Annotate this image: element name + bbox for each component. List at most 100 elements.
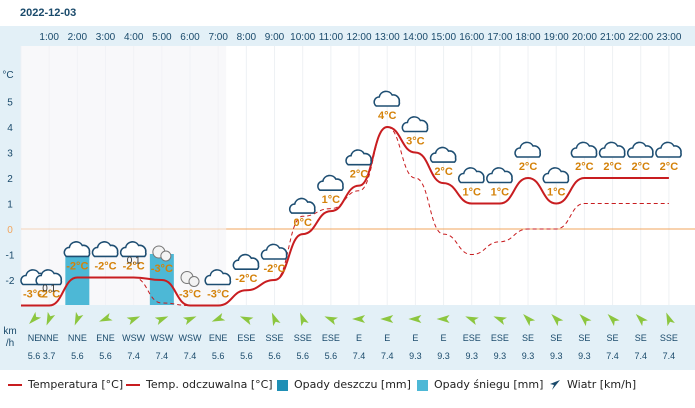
wind-speed-label: 5.6 [71, 351, 84, 361]
precip-label: 0.1 [127, 255, 141, 266]
hour-label: 5:00 [152, 32, 172, 43]
cloud-icon [288, 197, 316, 214]
y-tick-label: 1 [7, 200, 13, 211]
hour-label: 4:00 [124, 32, 144, 43]
legend: Temperatura [°C] Temp. odczuwalna [°C] O… [0, 372, 695, 400]
legend-wind: Wiatr [km/h] [549, 378, 636, 391]
temperature-label: 0°C [293, 217, 312, 229]
y-tick-label: 0 [7, 225, 13, 236]
cloud-icon [486, 167, 513, 184]
legend-feels-like: Temp. odczuwalna [°C] [126, 378, 273, 391]
hour-label: 12:00 [347, 32, 372, 43]
precip-label: 0.1 [42, 284, 56, 295]
wind-direction-label: SE [607, 333, 619, 343]
cloud-icon [204, 269, 232, 286]
chart-date: 2022-12-03 [20, 7, 76, 19]
cloud-shape [626, 141, 654, 158]
legend-temperature: Temperatura [°C] [8, 378, 123, 391]
hour-label: 2:00 [68, 32, 88, 43]
wind-direction-label: WSW [150, 333, 173, 343]
wind-arrow-icon [493, 316, 507, 325]
y-tick-label: 5 [7, 98, 13, 109]
temperature-label: 1°C [322, 194, 341, 206]
cloud-shape [260, 243, 288, 260]
y-tick-label: -2 [6, 276, 15, 287]
wind-direction-label: E [384, 333, 390, 343]
wind-direction-label: ESE [237, 333, 255, 343]
wind-speed-label: 9.3 [465, 351, 478, 361]
wind-direction-label: ENE [96, 333, 115, 343]
hour-label: 11:00 [319, 32, 344, 43]
hour-label: 16:00 [459, 32, 484, 43]
cloud-icon [260, 243, 288, 260]
hour-label: 21:00 [600, 32, 625, 43]
cloud-icon [232, 253, 260, 270]
wind-direction-label: NE [28, 333, 41, 343]
cloud-shape [119, 241, 147, 258]
wind-speed-label: 7.4 [663, 351, 676, 361]
cloud-shape [655, 141, 682, 158]
wind-arrow-shape [99, 313, 113, 322]
cloud-shape [317, 174, 344, 191]
wind-arrow-icon [436, 315, 450, 323]
hour-label: 18:00 [516, 32, 541, 43]
cloud-icon [542, 167, 570, 184]
cloud-shape [91, 241, 119, 258]
temperature-label: -2°C [38, 289, 60, 301]
wind-arrow-icon [211, 313, 226, 322]
wind-arrow-shape [46, 311, 56, 326]
legend-snow: Opady śniegu [mm] [417, 378, 543, 391]
cloud-icon [317, 174, 344, 191]
wind-row: km/h NE 5.6 NNE 3.7 NNE 5.6 ENE 5.6 WSW 7.4 WSW 7.4 W… [3, 311, 678, 361]
wind-arrow-icon [74, 311, 84, 326]
hour-label: 22:00 [628, 32, 653, 43]
temperature-label: -2°C [123, 260, 145, 272]
wind-arrow-shape [126, 316, 141, 325]
hour-labels: 1:00 2:00 3:00 4:00 5:00 6:00 7:00 8:00 9:00 10:0… [39, 32, 681, 43]
wind-arrow-icon [154, 316, 169, 325]
wind-speed-label: 5.6 [325, 351, 338, 361]
cloud-icon [119, 241, 147, 258]
temperature-label: 4°C [378, 110, 397, 122]
wind-arrow-icon [352, 315, 366, 323]
hour-label: 14:00 [403, 32, 428, 43]
night-band [21, 46, 227, 305]
hour-label: 15:00 [431, 32, 456, 43]
wind-speed-label: 7.4 [634, 351, 647, 361]
wind-direction-label: SE [550, 333, 562, 343]
wind-arrow-icon [465, 316, 479, 325]
hour-label: 7:00 [208, 32, 228, 43]
wind-arrow-icon [29, 311, 42, 324]
temperature-labels: -3°C-2°C0.1-2°C -2°C -2°C0.1-3°C-3°C -3°C-2… [23, 110, 678, 301]
wind-speed-label: 7.4 [353, 351, 366, 361]
snow-bar [65, 254, 90, 305]
wind-arrow-shape [436, 315, 450, 323]
wind-direction-label: SSE [660, 333, 678, 343]
temperature-label: 2°C [519, 161, 538, 173]
cloud-shape [345, 149, 373, 166]
cloud-icon [345, 149, 373, 166]
hour-label: 10:00 [290, 32, 315, 43]
cloud-icon [91, 241, 119, 258]
wind-direction-label: NNE [40, 333, 59, 343]
hour-label: 23:00 [656, 32, 681, 43]
hour-label: 13:00 [375, 32, 400, 43]
cloud-icon [35, 269, 63, 286]
wind-speed-label: 9.3 [522, 351, 535, 361]
wind-arrow-icon [46, 311, 56, 326]
wind-direction-label: ESE [322, 333, 340, 343]
fog-icon [180, 271, 200, 287]
wind-arrow-icon [523, 314, 536, 327]
cloud-shape [486, 167, 513, 184]
cloud-shape [598, 141, 626, 158]
cloud-shape [204, 269, 232, 286]
fog-icon [152, 245, 172, 262]
wind-speed-label: 5.6 [28, 351, 41, 361]
temperature-label: -2°C [66, 260, 88, 272]
cloud-shape [373, 90, 401, 107]
cloud-icon [373, 90, 401, 107]
wind-direction-label: SE [578, 333, 590, 343]
temperature-label: 1°C [491, 187, 510, 199]
wind-arrow-shape [380, 315, 394, 323]
wind-speed-label: 5.6 [268, 351, 281, 361]
